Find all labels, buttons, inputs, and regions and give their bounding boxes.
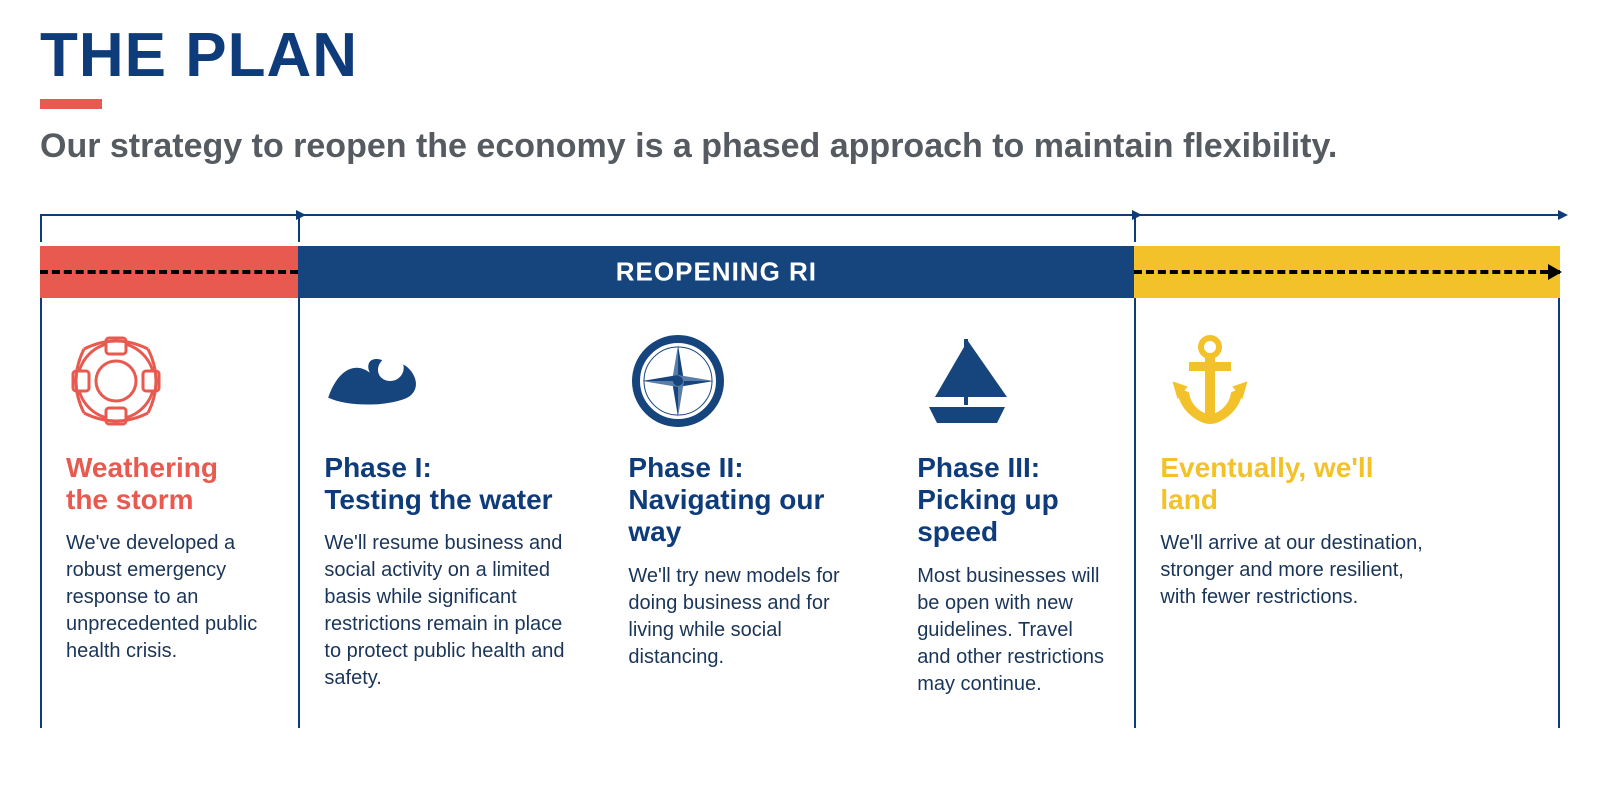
banner-segment-reopening: REOPENING RI <box>298 246 1134 298</box>
sailboat-icon <box>917 326 1108 436</box>
phase-eventually-land: Eventually, we'll land We'll arrive at o… <box>1134 298 1560 728</box>
lifebuoy-icon <box>66 326 272 436</box>
wave-icon <box>324 326 576 436</box>
phase-title: Phase III: Picking up speed <box>917 452 1108 549</box>
bracket-3 <box>1134 214 1560 242</box>
phase-2-navigating: Phase II: Navigating our way We'll try n… <box>602 298 891 728</box>
phases-row: Weathering the storm We've developed a r… <box>40 298 1560 728</box>
phase-divider <box>40 298 42 728</box>
banner-segment-weathering <box>40 246 298 298</box>
title-accent-bar <box>40 99 102 109</box>
phase-body: We'll resume business and social activit… <box>324 530 576 692</box>
phase-weathering: Weathering the storm We've developed a r… <box>40 298 298 728</box>
phase-body: We've developed a robust emergency respo… <box>66 530 272 665</box>
anchor-icon <box>1160 326 1534 436</box>
banner-dashline <box>40 270 298 274</box>
phase-title: Phase II: Navigating our way <box>628 452 865 549</box>
timeline-brackets <box>40 214 1560 246</box>
phase-body: We'll arrive at our destination, stronge… <box>1160 530 1440 611</box>
banner-segment-landing <box>1134 246 1560 298</box>
banner-dashline <box>1134 270 1560 274</box>
bracket-2 <box>298 214 1134 242</box>
page-title: THE PLAN <box>40 20 1560 91</box>
phase-body: Most businesses will be open with new gu… <box>917 563 1108 698</box>
phase-title: Eventually, we'll land <box>1160 452 1534 516</box>
phase-1-testing: Phase I: Testing the water We'll resume … <box>298 298 602 728</box>
phase-title: Weathering the storm <box>66 452 272 516</box>
phase-body: We'll try new models for doing business … <box>628 563 865 671</box>
bracket-1 <box>40 214 298 242</box>
phase-divider-end <box>1558 298 1560 728</box>
compass-icon <box>628 326 865 436</box>
timeline-arrowhead-icon <box>1548 264 1562 280</box>
phase-divider <box>298 298 300 728</box>
page-subtitle: Our strategy to reopen the economy is a … <box>40 127 1560 166</box>
phase-title: Phase I: Testing the water <box>324 452 576 516</box>
banner-label: REOPENING RI <box>616 257 817 288</box>
phase-3-speed: Phase III: Picking up speed Most busines… <box>891 298 1134 728</box>
timeline: REOPENING RI <box>40 214 1560 728</box>
phase-divider <box>1134 298 1136 728</box>
banner: REOPENING RI <box>40 246 1560 298</box>
